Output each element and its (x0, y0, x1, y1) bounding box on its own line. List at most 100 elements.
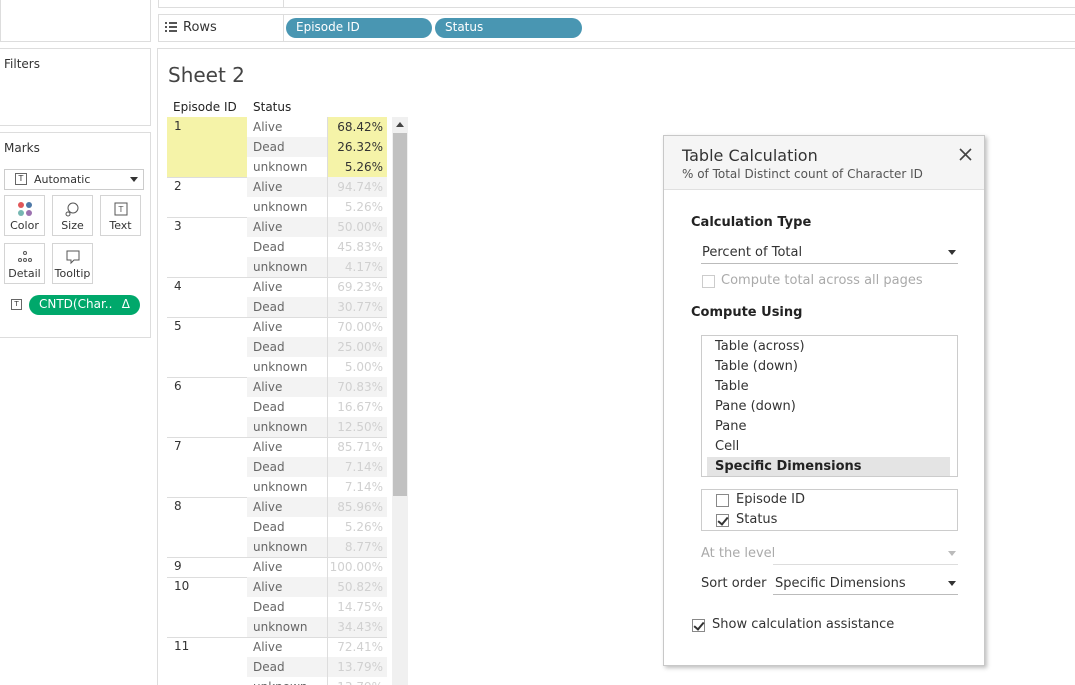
value-cell[interactable]: 5.26% (327, 517, 387, 537)
status-cell: unknown (253, 480, 308, 494)
value-cell[interactable]: 69.23% (327, 277, 387, 297)
value-cell[interactable]: 14.75% (327, 597, 387, 617)
value-cell[interactable]: 34.43% (327, 617, 387, 637)
dialog-title: Table Calculation (682, 146, 818, 165)
checkbox-label: Status (736, 512, 778, 527)
close-button[interactable] (959, 148, 972, 161)
rows-pill[interactable]: Episode ID (286, 18, 432, 38)
value-cell[interactable]: 26.32% (327, 137, 387, 157)
rows-icon (165, 22, 177, 32)
value-cell[interactable]: 100.00% (327, 557, 387, 577)
column-header: Status (253, 100, 292, 114)
dialog-header (664, 136, 984, 190)
value-cell[interactable]: 45.83% (327, 237, 387, 257)
value-cell[interactable]: 85.71% (327, 437, 387, 457)
checkbox[interactable] (716, 514, 729, 527)
value-cell[interactable]: 7.14% (327, 477, 387, 497)
value-cell[interactable]: 5.26% (327, 157, 387, 177)
status-cell: unknown (247, 677, 327, 685)
dropdown-arrow (130, 177, 138, 182)
list-item[interactable]: Cell (715, 439, 740, 454)
marks-button[interactable]: Detail (4, 243, 45, 284)
checkbox-label: Compute total across all pages (721, 273, 923, 288)
cntd-pill[interactable]: CNTD(Char.. Δ (29, 295, 140, 315)
value-cell[interactable]: 72.41% (327, 637, 387, 657)
list-item[interactable]: Pane (down) (715, 399, 796, 414)
calculation-type-dropdown[interactable]: Percent of Total (701, 242, 958, 264)
value-cell[interactable]: 5.00% (327, 357, 387, 377)
status-cell: unknown (247, 617, 327, 637)
list-item[interactable]: Specific Dimensions (707, 457, 950, 476)
rows-pill[interactable]: Status (435, 18, 582, 38)
list-item[interactable]: Table (down) (715, 359, 798, 374)
status-cell: Dead (253, 400, 285, 414)
status-cell: Dead (247, 297, 327, 317)
episode-cell: 9 (174, 559, 182, 573)
button-label: Size (61, 219, 84, 232)
scroll-up[interactable] (396, 122, 404, 127)
status-cell: Alive (253, 440, 283, 454)
button-icon (66, 250, 80, 265)
button-icon (18, 251, 32, 262)
dropdown-arrow (948, 250, 956, 255)
value-cell[interactable]: 12.50% (327, 417, 387, 437)
value-cell[interactable]: 16.67% (327, 397, 387, 417)
status-cell: Alive (247, 577, 327, 597)
value-cell[interactable]: 50.82% (327, 577, 387, 597)
dropdown-arrow (948, 581, 956, 586)
value-cell[interactable]: 85.96% (327, 497, 387, 517)
value-cell[interactable]: 13.79% (327, 677, 387, 685)
row-separator (167, 637, 387, 638)
list-item[interactable]: Table (across) (715, 339, 805, 354)
value-cell[interactable]: 50.00% (327, 217, 387, 237)
checkbox[interactable] (692, 619, 705, 632)
top-strip-divider (283, 0, 284, 8)
episode-cell: 8 (174, 499, 182, 513)
at-level-dropdown (773, 543, 958, 565)
checkbox-label: Episode ID (736, 492, 806, 507)
episode-cell: 6 (174, 379, 182, 393)
scroll-thumb[interactable] (393, 133, 407, 496)
field-label: Sort order (701, 576, 767, 591)
value-cell[interactable]: 5.26% (327, 197, 387, 217)
status-cell: Dead (253, 240, 285, 254)
mark-type-dropdown[interactable]: T Automatic (4, 169, 144, 190)
status-cell: Alive (247, 377, 327, 397)
value-cell[interactable]: 25.00% (327, 337, 387, 357)
row-separator (167, 557, 387, 558)
value-cell[interactable]: 70.00% (327, 317, 387, 337)
value-cell[interactable]: 70.83% (327, 377, 387, 397)
svg-text:T: T (118, 205, 124, 214)
marks-button[interactable]: Color (4, 195, 45, 236)
marks-button[interactable]: Size (52, 195, 93, 236)
list-item[interactable]: Table (715, 379, 749, 394)
list-item[interactable]: Pane (715, 419, 747, 434)
section-title: Calculation Type (691, 215, 812, 230)
value-cell[interactable]: 13.79% (327, 657, 387, 677)
marks-button[interactable]: T Text (100, 195, 141, 236)
button-label: Color (10, 219, 39, 232)
button-icon: T (114, 202, 128, 216)
status-cell: unknown (253, 360, 308, 374)
button-label: Text (109, 219, 132, 232)
filters-title: Filters (4, 57, 40, 71)
sort-order-dropdown[interactable]: Specific Dimensions (773, 573, 958, 595)
button-icon (18, 202, 32, 216)
button-label: Tooltip (54, 267, 91, 280)
left-top-panel (0, 0, 151, 42)
status-cell: Alive (253, 640, 283, 654)
marks-button[interactable]: Tooltip (52, 243, 93, 284)
value-cell[interactable]: 94.74% (327, 177, 387, 197)
value-cell[interactable]: 68.42% (327, 117, 387, 137)
table: 1 Alive 68.42% Dead 26.32% unknown 5.26% 2 Alive… (167, 117, 389, 685)
dimension-list: Episode ID Status (701, 489, 958, 531)
pill-text: CNTD(Char.. (39, 297, 113, 311)
status-cell: Dead (247, 337, 327, 357)
checkbox[interactable] (702, 275, 715, 288)
value-cell[interactable]: 8.77% (327, 537, 387, 557)
value-cell[interactable]: 30.77% (327, 297, 387, 317)
checkbox[interactable] (716, 494, 729, 507)
value-cell[interactable]: 7.14% (327, 457, 387, 477)
value-cell[interactable]: 4.17% (327, 257, 387, 277)
